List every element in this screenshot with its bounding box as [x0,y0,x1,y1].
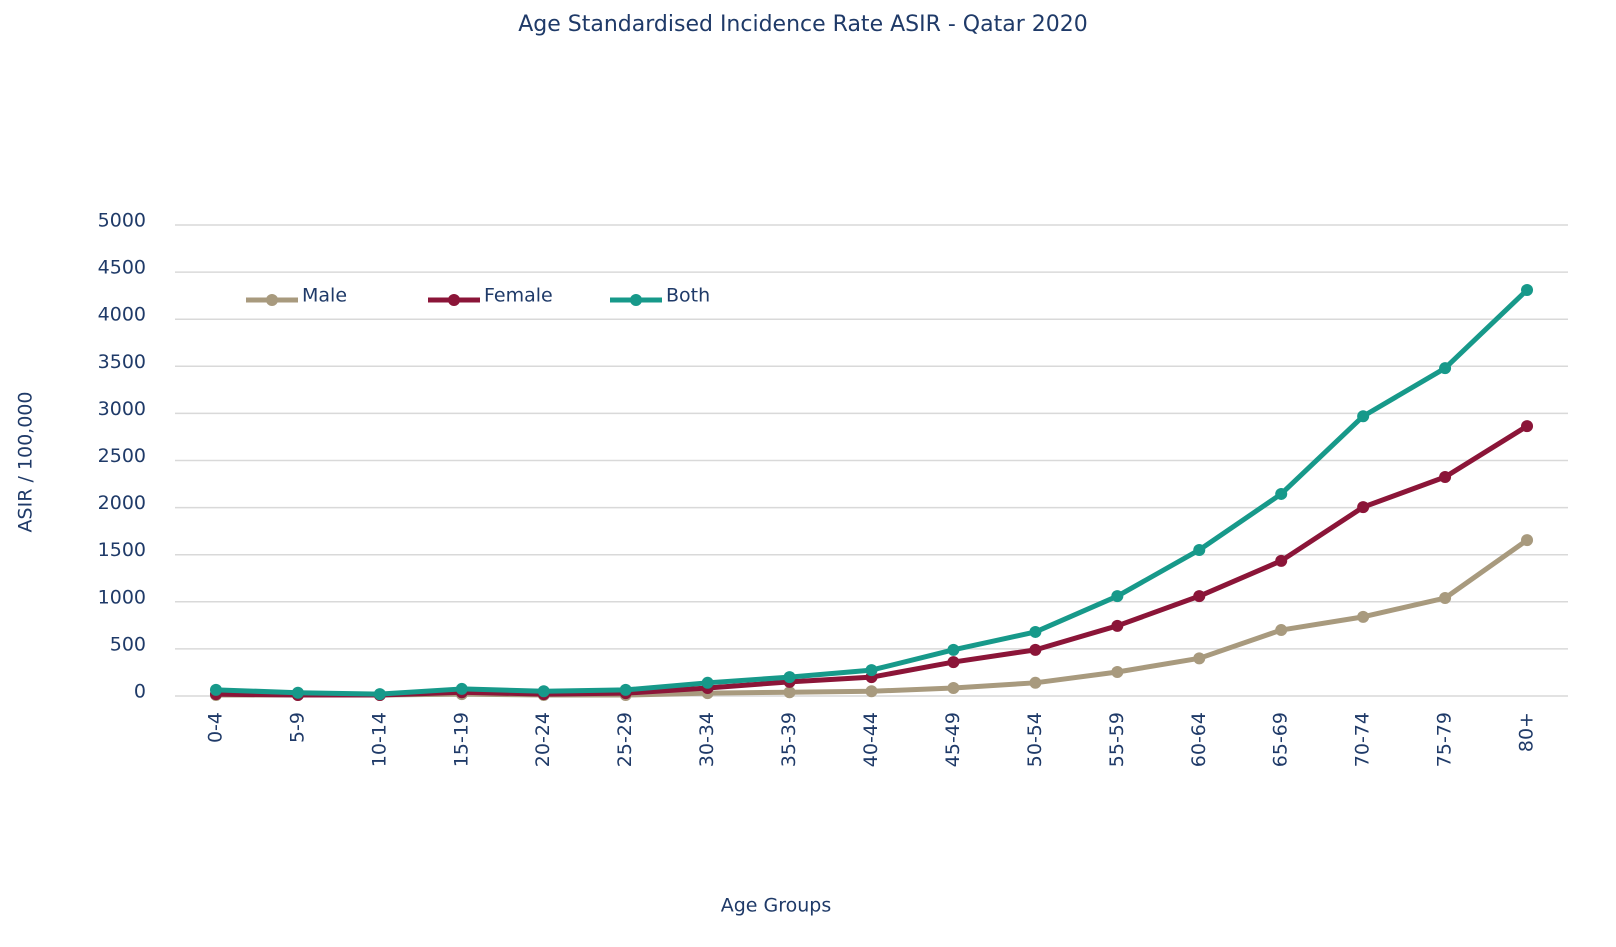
x-tick-label: 15-19 [450,712,472,767]
x-tick-label: 60-64 [1188,712,1210,767]
legend-label: Both [666,285,710,307]
data-point [1275,624,1288,637]
x-tick-label: 10-14 [368,712,390,767]
y-tick-label: 1500 [98,539,146,561]
data-point [1439,362,1452,375]
data-point [1193,590,1206,603]
y-tick-label: 4000 [98,304,146,326]
x-tick-label: 0-4 [204,712,226,743]
legend-label: Female [484,285,553,307]
legend-marker [630,294,642,306]
x-tick-label: 80+ [1516,712,1538,752]
data-point [537,685,550,698]
data-point [783,671,796,684]
x-tick-label: 55-59 [1106,712,1128,767]
data-point [1439,470,1452,483]
data-point [1357,410,1370,423]
data-point [865,685,878,698]
x-tick-label: 30-34 [696,712,718,767]
y-tick-label: 5000 [98,210,146,232]
y-tick-label: 500 [110,633,146,655]
y-tick-label: 3500 [98,351,146,373]
x-tick-label: 25-29 [614,712,636,767]
data-point [1439,592,1452,605]
x-tick-label: 40-44 [860,712,882,767]
data-point [455,682,468,695]
data-point [1521,420,1534,433]
legend-marker [266,294,278,306]
x-tick-label: 35-39 [778,712,800,767]
data-point [209,683,222,696]
data-point [1193,652,1206,665]
legend-marker [448,294,460,306]
data-point [1111,665,1124,678]
x-tick-label: 50-54 [1024,712,1046,767]
data-point [947,656,960,669]
y-tick-label: 2000 [98,492,146,514]
x-tick-label: 20-24 [532,712,554,767]
x-axis-label: Age Groups [721,895,832,917]
x-tick-label: 65-69 [1270,712,1292,767]
x-tick-label: 45-49 [942,712,964,767]
data-point [947,643,960,656]
data-point [783,686,796,699]
data-point [291,686,304,699]
x-tick-label: 5-9 [286,712,308,743]
data-point [1521,283,1534,296]
data-point [1029,643,1042,656]
data-point [1521,534,1534,547]
y-tick-label: 0 [134,681,146,703]
data-point [1029,676,1042,689]
data-point [1357,610,1370,623]
data-point [1029,625,1042,638]
data-point [373,688,386,701]
data-point [1193,543,1206,556]
x-tick-label: 75-79 [1434,712,1456,767]
data-point [701,676,714,689]
x-tick-label: 70-74 [1352,712,1374,767]
data-point [1111,619,1124,632]
data-point [1111,590,1124,603]
y-tick-label: 3000 [98,398,146,420]
data-point [1357,501,1370,514]
data-point [865,664,878,677]
series-line [215,423,1529,698]
y-tick-label: 1000 [98,586,146,608]
data-point [947,681,960,694]
data-point [1275,487,1288,500]
y-axis-label: ASIR / 100,000 [15,392,37,533]
y-tick-label: 4500 [98,257,146,279]
y-tick-label: 2500 [98,445,146,467]
data-point [619,683,632,696]
chart-title: Age Standardised Incidence Rate ASIR - Q… [518,12,1088,37]
data-point [1275,554,1288,567]
legend-label: Male [302,285,347,307]
series-line [215,288,1529,697]
